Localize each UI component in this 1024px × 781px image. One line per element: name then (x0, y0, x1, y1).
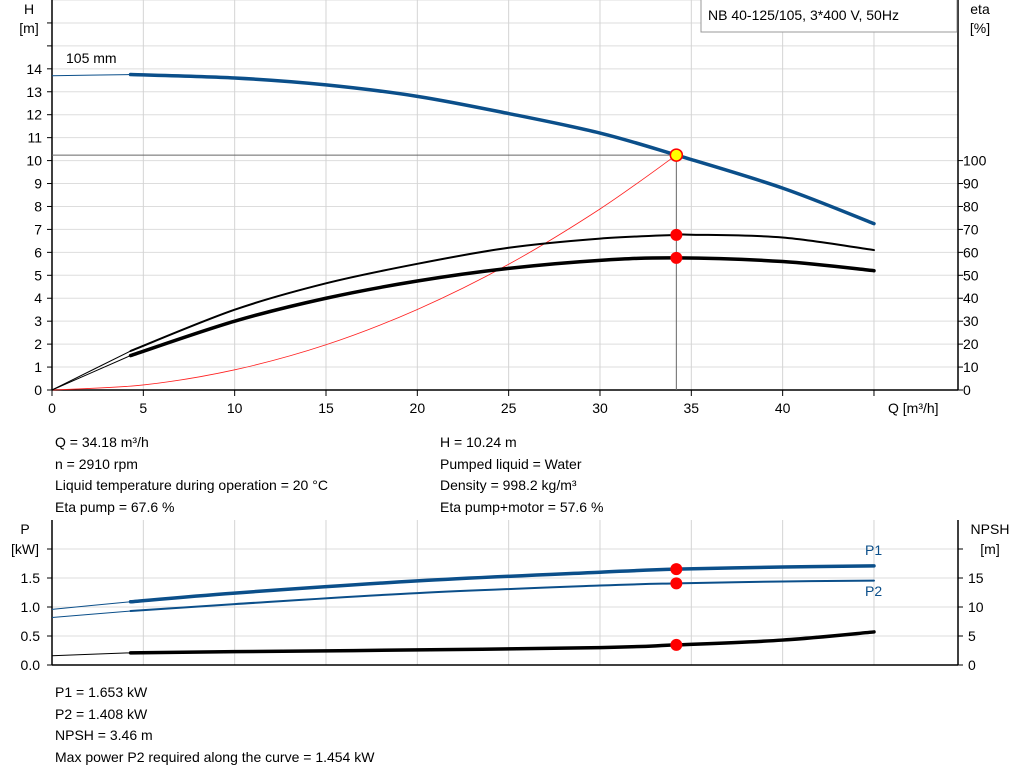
info-right: H = 10.24 m Pumped liquid = Water Densit… (440, 432, 603, 519)
y-tick-label-right: 60 (963, 244, 979, 260)
x-tick-label: 15 (318, 400, 334, 416)
impeller-label: 105 mm (66, 50, 117, 66)
x-axis-label: Q [m³/h] (888, 400, 939, 416)
y-tick-label-left: 4 (34, 290, 42, 306)
y-tick-label-right: 40 (963, 290, 979, 306)
x-tick-label: 30 (592, 400, 608, 416)
head-curve-extrapolated (51, 74, 131, 77)
power-npsh-plot: 0.0 0.5 1.0 1.5 0 5 10 15 P [kW] NPSH [m] P1 P2 (11, 520, 1009, 673)
eta-duty-point (670, 251, 683, 264)
y-tick-label-left: 9 (34, 176, 42, 192)
info-bottom: P1 = 1.653 kW P2 = 1.408 kW NPSH = 3.46 … (55, 682, 374, 769)
y-tick-label-right: 90 (963, 176, 979, 192)
head-curve (128, 72, 876, 226)
p1-label: P1 (865, 542, 882, 558)
npsh-curve (128, 630, 876, 655)
y-axis-unit-right: [%] (970, 20, 990, 36)
y-tick-label-left: 3 (34, 313, 42, 329)
head-efficiency-plot: 0123456789101112131401020304050607080901… (19, 0, 990, 416)
info-n: n = 2910 rpm (55, 455, 138, 472)
p2-label: P2 (865, 583, 882, 599)
y-tick-label-right: 0 (963, 382, 971, 398)
y-tick-label-left: 0.0 (21, 657, 41, 673)
y-axis-unit-right: [m] (980, 541, 999, 557)
y-tick-label-right: 20 (963, 336, 979, 352)
info-liquid: Pumped liquid = Water (440, 455, 582, 472)
eta-pump-curve (129, 233, 875, 352)
x-tick-label: 25 (501, 400, 517, 416)
info-eta-pump: Eta pump = 67.6 % (55, 499, 175, 516)
eta-pump-curve-extrapolated (51, 350, 131, 391)
info-npsh: NPSH = 3.46 m (55, 727, 153, 744)
y-axis-label-right: eta (970, 1, 990, 17)
p2-curve-extrapolated (51, 610, 131, 618)
duty-point (669, 148, 684, 162)
y-tick-label-left: 10 (26, 153, 42, 169)
y-tick-label-left: 14 (26, 61, 42, 77)
eta-pump-motor-curve (128, 256, 876, 358)
y-tick-label-left: 13 (26, 84, 42, 100)
y-tick-label-right: 10 (963, 359, 979, 375)
y-tick-label-right: 30 (963, 313, 979, 329)
p2-curve (129, 579, 875, 613)
y-axis-label-right: NPSH (971, 521, 1010, 537)
y-tick-label-right: 10 (968, 599, 984, 615)
y-axis-unit-left: [kW] (11, 541, 39, 557)
y-axis-unit-left: [m] (19, 20, 38, 36)
y-axis-label-left: H (24, 1, 34, 17)
x-tick-label: 35 (684, 400, 700, 416)
info-p2: P2 = 1.408 kW (55, 705, 148, 722)
x-tick-label: 0 (48, 400, 56, 416)
y-tick-label-left: 1.5 (21, 570, 41, 586)
y-tick-label-right: 50 (963, 267, 979, 283)
y-tick-label-left: 2 (34, 336, 42, 352)
info-left: Q = 34.18 m³/h n = 2910 rpm Liquid tempe… (55, 432, 328, 519)
y-tick-label-right: 5 (968, 628, 976, 644)
title-box: NB 40-125/105, 3*400 V, 50Hz (700, 0, 958, 33)
y-tick-label-right: 80 (963, 198, 979, 214)
p1-duty-point (670, 563, 683, 576)
p2-duty-point (670, 577, 683, 590)
y-tick-label-left: 0.5 (21, 628, 41, 644)
x-tick-label: 40 (775, 400, 791, 416)
info-max-p2: Max power P2 required along the curve = … (55, 749, 375, 766)
y-tick-label-right: 100 (963, 153, 987, 169)
eta-duty-point (670, 228, 683, 241)
title-box-text: NB 40-125/105, 3*400 V, 50Hz (708, 7, 899, 23)
y-tick-label-left: 11 (27, 130, 42, 146)
y-tick-label-left: 0 (34, 382, 42, 398)
info-temp: Liquid temperature during operation = 20… (55, 477, 328, 494)
y-tick-label-left: 8 (34, 198, 42, 214)
info-eta-total: Eta pump+motor = 57.6 % (440, 499, 604, 516)
npsh-duty-point (670, 638, 683, 651)
y-axis-label-left: P (20, 521, 29, 537)
y-tick-label-left: 5 (34, 267, 42, 283)
p1-curve (128, 564, 876, 604)
y-tick-label-left: 7 (34, 221, 42, 237)
info-q: Q = 34.18 m³/h (55, 434, 149, 450)
p1-curve-extrapolated (51, 601, 131, 610)
y-tick-label-left: 12 (26, 107, 42, 123)
y-tick-label-left: 6 (34, 244, 42, 260)
y-tick-label-right: 70 (963, 221, 979, 237)
info-density: Density = 998.2 kg/m³ (440, 477, 577, 494)
y-tick-label-left: 1 (34, 359, 42, 375)
x-tick-label: 20 (410, 400, 426, 416)
x-tick-label: 5 (139, 400, 147, 416)
y-tick-label-left: 1.0 (21, 599, 41, 615)
x-tick-label: 10 (227, 400, 243, 416)
system-curve (51, 154, 677, 391)
info-p1: P1 = 1.653 kW (55, 684, 148, 700)
y-tick-label-right: 15 (968, 570, 984, 586)
npsh-curve-extrapolated (51, 652, 131, 657)
info-h: H = 10.24 m (440, 434, 517, 450)
y-tick-label-right: 0 (968, 657, 976, 673)
eta-pump-motor-curve-extrapolated (51, 355, 131, 391)
